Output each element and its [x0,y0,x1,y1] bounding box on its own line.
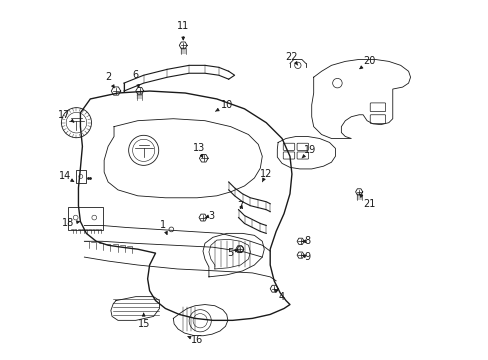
Text: 3: 3 [204,211,214,221]
Text: 16: 16 [187,335,203,345]
Text: 14: 14 [59,171,74,181]
Text: 21: 21 [359,194,374,209]
Text: 4: 4 [274,289,285,302]
Text: 17: 17 [58,110,74,122]
Text: 8: 8 [301,236,310,246]
Text: 11: 11 [177,21,189,40]
Text: 13: 13 [192,143,205,157]
Text: 2: 2 [105,72,114,88]
Text: 5: 5 [227,248,237,258]
Text: 15: 15 [137,313,149,329]
Text: 19: 19 [301,145,315,158]
Text: 20: 20 [359,57,374,69]
Text: 7: 7 [237,201,243,211]
Text: 6: 6 [132,70,139,87]
Text: 12: 12 [260,169,272,182]
Text: 9: 9 [301,252,310,262]
Text: 1: 1 [160,220,167,234]
Text: 22: 22 [285,53,298,65]
Text: 10: 10 [215,100,232,111]
Text: 18: 18 [62,219,80,229]
